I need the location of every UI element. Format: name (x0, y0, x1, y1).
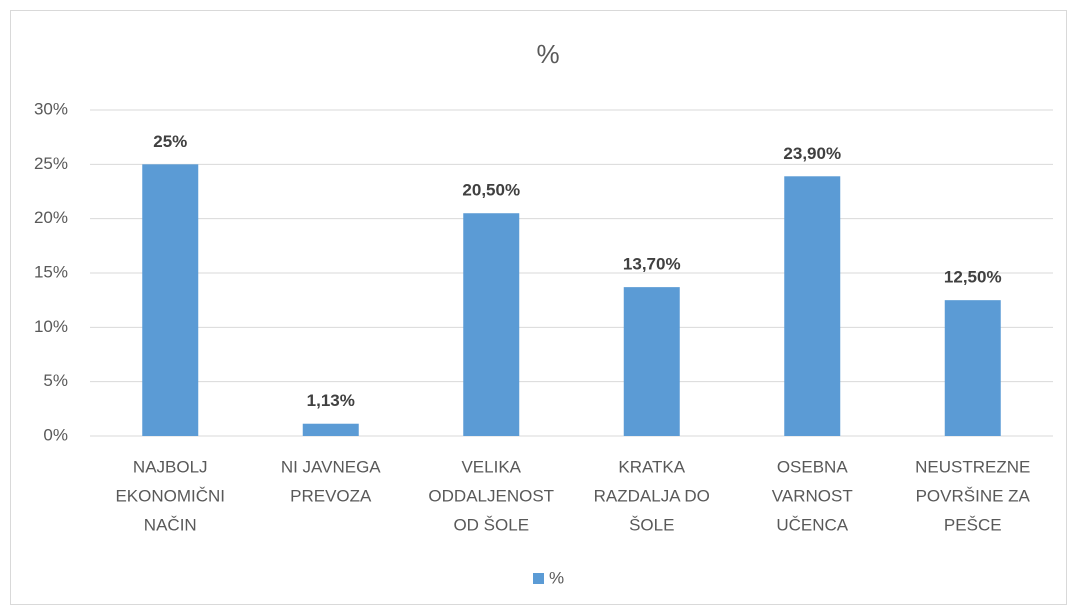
x-tick-label: NEUSTREZNE (915, 457, 1030, 476)
x-tick-label: PEŠCE (944, 515, 1002, 534)
x-tick-label: ŠOLE (629, 515, 674, 534)
data-label: 13,70% (623, 255, 681, 274)
legend-swatch (533, 573, 544, 584)
x-tick-label: VELIKA (461, 457, 521, 476)
data-label: 12,50% (944, 268, 1002, 287)
data-label: 23,90% (783, 144, 841, 163)
x-tick-label: UČENCA (776, 515, 848, 534)
bar (463, 213, 520, 436)
x-tick-label: EKONOMIČNI (115, 486, 225, 505)
y-tick-label: 15% (34, 262, 68, 281)
x-tick-label: RAZDALJA DO (594, 486, 710, 505)
y-tick-label: 10% (34, 317, 68, 336)
bar (142, 164, 199, 437)
x-tick-label: NI JAVNEGA (281, 457, 381, 476)
chart-title: % (536, 39, 559, 69)
y-tick-label: 20% (34, 208, 68, 227)
y-tick-label: 0% (43, 425, 68, 444)
y-tick-label: 5% (43, 371, 68, 390)
bar (623, 287, 680, 436)
x-tick-label: POVRŠINE ZA (916, 486, 1031, 505)
x-tick-label: VARNOST (772, 486, 853, 505)
x-tick-label: OSEBNA (777, 457, 849, 476)
bar (302, 423, 359, 436)
data-label: 20,50% (462, 181, 520, 200)
y-tick-label: 30% (34, 99, 68, 118)
legend-label: % (549, 568, 564, 587)
bar (784, 176, 841, 436)
data-label: 25% (153, 132, 187, 151)
x-tick-label: PREVOZA (290, 486, 372, 505)
data-label: 1,13% (307, 391, 355, 410)
x-tick-label: NAČIN (144, 515, 197, 534)
x-tick-label: ODDALJENOST (428, 486, 554, 505)
x-tick-label: KRATKA (618, 457, 685, 476)
x-tick-label: OD ŠOLE (453, 515, 529, 534)
y-tick-label: 25% (34, 154, 68, 173)
x-tick-label: NAJBOLJ (133, 457, 208, 476)
bar (944, 300, 1001, 436)
